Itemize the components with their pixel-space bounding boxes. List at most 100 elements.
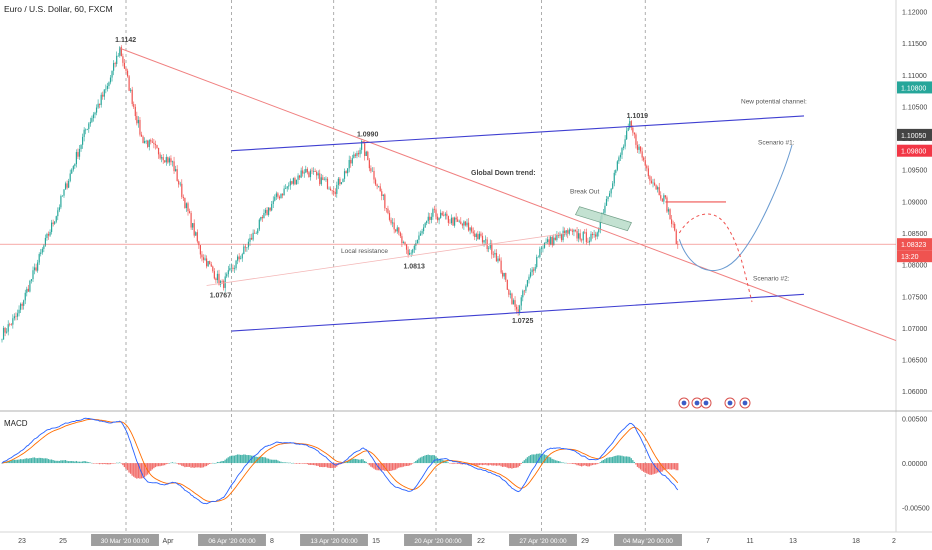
tag-green: 1.10800 bbox=[901, 85, 926, 92]
macd-histogram-bar bbox=[388, 463, 391, 472]
candle-body bbox=[531, 269, 533, 273]
candle-body bbox=[447, 216, 449, 223]
macd-histogram-bar bbox=[176, 463, 178, 464]
candle-body bbox=[153, 142, 155, 145]
candle-body bbox=[650, 180, 653, 184]
macd-histogram-bar bbox=[108, 463, 110, 465]
macd-histogram-bar bbox=[612, 456, 614, 464]
candle-body bbox=[542, 247, 544, 249]
candle-body bbox=[18, 309, 20, 314]
macd-histogram-bar bbox=[1, 463, 3, 464]
candle-body bbox=[657, 187, 659, 190]
macd-histogram-bar bbox=[345, 461, 347, 464]
time-axis[interactable]: 23 25 30 Mar '20 00:00 Apr 06 Apr '20 00:00 8… bbox=[18, 534, 896, 546]
candle-body bbox=[198, 241, 200, 246]
macd-histogram-bar bbox=[278, 461, 281, 464]
economic-events[interactable] bbox=[678, 397, 751, 409]
candle-body bbox=[449, 222, 451, 224]
macd-tick: 0.00500 bbox=[902, 416, 927, 423]
macd-histogram-bar bbox=[131, 463, 133, 476]
macd-histogram-bar bbox=[359, 459, 361, 464]
macd-histogram-bar bbox=[418, 458, 420, 464]
macd-histogram-bar bbox=[643, 463, 645, 472]
macd-histogram-bar bbox=[199, 463, 201, 468]
macd-histogram-bar bbox=[148, 463, 150, 473]
macd-histogram-bar bbox=[605, 458, 608, 464]
macd-histogram-bar bbox=[61, 460, 64, 464]
candle-body bbox=[345, 171, 347, 174]
candle-body bbox=[342, 178, 344, 183]
candle-body bbox=[314, 170, 316, 172]
macd-axis[interactable]: 0.00500 0.00000 -0.00500 bbox=[902, 416, 930, 512]
candle-body bbox=[4, 327, 6, 333]
macd-histogram-bar bbox=[297, 463, 299, 464]
macd-histogram-bar bbox=[222, 461, 225, 464]
candle-body bbox=[179, 183, 181, 185]
candle-body bbox=[283, 188, 285, 196]
macd-histogram-bar bbox=[303, 463, 305, 464]
macd-histogram-bar bbox=[652, 463, 654, 475]
time-tick-bg bbox=[404, 534, 472, 546]
macd-histogram-bar bbox=[455, 463, 457, 464]
candle-body bbox=[58, 207, 60, 211]
candle-body bbox=[207, 261, 209, 267]
tag-dark-bg bbox=[897, 128, 932, 141]
macd-histogram-bar bbox=[133, 463, 135, 477]
candle-body bbox=[646, 165, 648, 169]
candle-body bbox=[46, 233, 48, 238]
macd-histogram-bar bbox=[16, 459, 19, 464]
candle-body bbox=[517, 309, 519, 312]
macd-histogram-bar bbox=[213, 463, 215, 464]
macd-histogram-bar bbox=[267, 458, 270, 464]
macd-histogram-bar bbox=[450, 463, 453, 464]
macd-histogram-bar bbox=[599, 462, 601, 464]
candle-body bbox=[450, 217, 453, 224]
candle-body bbox=[565, 230, 567, 235]
candle-body bbox=[44, 237, 46, 246]
candle-body bbox=[297, 175, 299, 180]
macd-histogram-bar bbox=[488, 463, 490, 466]
candle-body bbox=[117, 55, 119, 57]
macd-histogram-bar bbox=[261, 457, 263, 464]
macd-histogram-bar bbox=[629, 456, 631, 464]
macd-histogram-bar bbox=[233, 455, 236, 464]
candle-body bbox=[210, 264, 212, 267]
macd-histogram-bar bbox=[263, 457, 265, 464]
macd-histogram-bar bbox=[238, 454, 240, 464]
macd-histogram-bar bbox=[505, 463, 507, 467]
candle-body bbox=[285, 188, 287, 190]
candle-body bbox=[463, 221, 465, 226]
macd-histogram-bar bbox=[64, 460, 67, 464]
macd-histogram-bar bbox=[35, 458, 37, 464]
macd-histogram-bar bbox=[156, 463, 158, 467]
candle-body bbox=[119, 47, 121, 56]
candle-body bbox=[122, 56, 124, 63]
macd-histogram-bar bbox=[412, 463, 414, 464]
macd-histogram-bar bbox=[364, 461, 366, 464]
macd-histogram-bar bbox=[481, 463, 484, 466]
macd-histogram-bar bbox=[143, 463, 146, 478]
candle-body bbox=[553, 237, 555, 246]
macd-histogram-bar bbox=[531, 454, 533, 464]
macd-histogram-bar bbox=[498, 463, 501, 466]
macd-histogram-bar bbox=[551, 458, 553, 464]
candle-body bbox=[435, 209, 437, 217]
candle-body bbox=[602, 212, 604, 214]
macd-histogram-bar bbox=[585, 463, 587, 467]
candle-body bbox=[241, 254, 243, 259]
candle-body bbox=[426, 220, 428, 224]
macd-histogram-bar bbox=[241, 454, 243, 464]
candle-body bbox=[551, 236, 553, 246]
candle-body bbox=[557, 235, 560, 236]
candle-body bbox=[74, 164, 76, 167]
candle-body bbox=[235, 260, 237, 269]
macd-histogram-bar bbox=[519, 463, 521, 466]
macd-histogram-bar bbox=[210, 463, 212, 464]
candle-body bbox=[638, 146, 640, 150]
candle-body bbox=[384, 194, 386, 209]
candle-body bbox=[568, 229, 570, 234]
candle-body bbox=[429, 216, 431, 220]
candle-body bbox=[393, 222, 395, 230]
